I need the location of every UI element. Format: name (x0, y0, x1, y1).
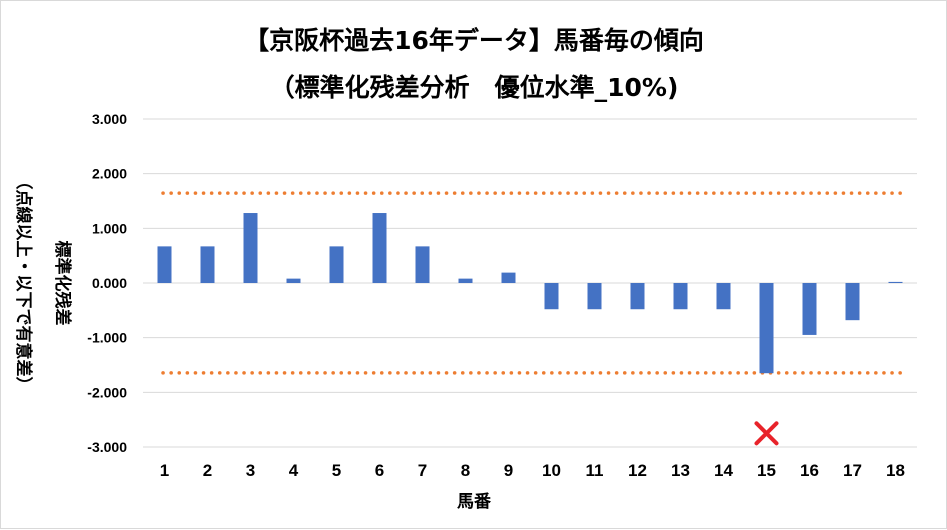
x-tick-label: 17 (843, 461, 862, 480)
bar (415, 246, 430, 283)
markers (754, 421, 779, 446)
x-tick-label: 15 (757, 461, 776, 480)
x-tick-label: 16 (800, 461, 819, 480)
x-tick-label: 9 (504, 461, 513, 480)
bar (501, 272, 516, 283)
y-tick-label: -3.000 (87, 439, 127, 455)
x-tick-label: 2 (203, 461, 212, 480)
bar (630, 283, 645, 310)
bar (157, 246, 172, 283)
chart-title-line1: 【京阪杯過去16年データ】馬番毎の傾向 (244, 26, 704, 55)
x-axis-title: 馬番 (457, 492, 492, 512)
y-tick-label: 2.000 (92, 166, 127, 182)
x-tick-label: 13 (671, 461, 690, 480)
bar (458, 278, 473, 283)
y-axis-title: 標準化残差 (52, 241, 73, 326)
bar (888, 281, 903, 283)
bar (286, 278, 301, 283)
bar (802, 283, 817, 335)
y-tick-label: 3.000 (92, 111, 127, 127)
x-tick-label: 1 (160, 461, 169, 480)
bar (845, 283, 860, 321)
x-tick-label: 12 (628, 461, 647, 480)
cross-marker (754, 421, 779, 446)
threshold-lines (161, 191, 903, 375)
bars (157, 213, 903, 374)
y-tick-label: 0.000 (92, 275, 127, 291)
bar (759, 283, 774, 374)
x-tick-label: 14 (714, 461, 733, 480)
y-tick-label: 1.000 (92, 220, 127, 236)
x-tick-label: 3 (246, 461, 255, 480)
x-tick-label: 6 (375, 461, 384, 480)
x-tick-label: 10 (542, 461, 561, 480)
bar (243, 213, 258, 283)
x-tick-label: 5 (332, 461, 341, 480)
bar (200, 246, 215, 283)
x-tick-label: 11 (586, 461, 604, 480)
bar (329, 246, 344, 283)
y-tick-label: -1.000 (87, 330, 127, 346)
x-tick-label: 8 (461, 461, 470, 480)
bar (372, 213, 387, 283)
bar (544, 283, 559, 310)
bar (716, 283, 731, 310)
y-axis-subtitle: （点線以上・以下で有意差） (13, 173, 34, 394)
x-tick-label: 7 (418, 461, 427, 480)
x-axis-ticks: 1 2 3 4 5 6 7 8 9 10 11 12 13 14 15 16 17 18 (160, 461, 905, 480)
bar (673, 283, 688, 310)
y-axis-ticks: 3.000 2.000 1.000 0.000 -1.000 -2.000 -3.000 (87, 111, 127, 455)
y-tick-label: -2.000 (87, 384, 127, 400)
x-tick-label: 4 (289, 461, 299, 480)
x-tick-label: 18 (886, 461, 905, 480)
bar (587, 283, 602, 310)
chart-title-line2: （標準化残差分析 優位水準_10%) (270, 73, 679, 102)
gridlines (143, 118, 917, 448)
